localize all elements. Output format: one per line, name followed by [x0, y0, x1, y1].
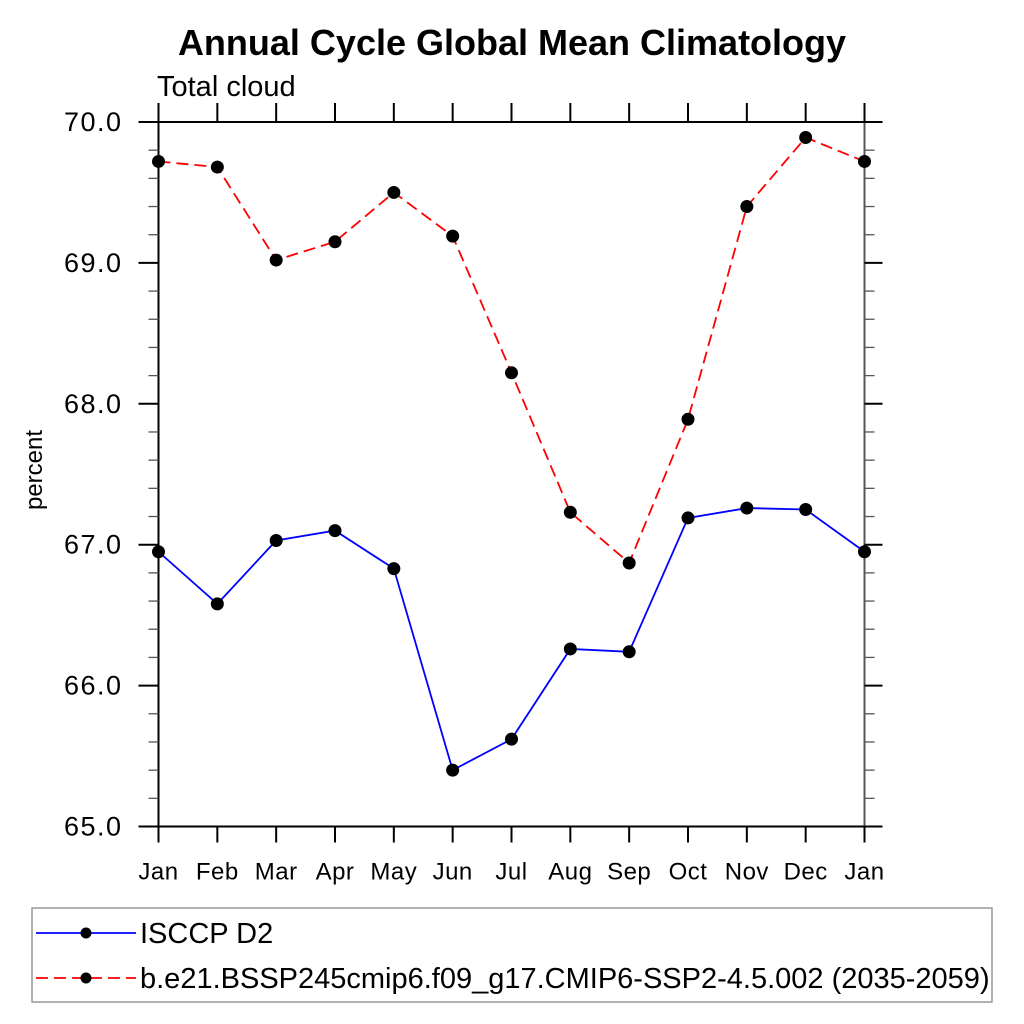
- data-point-marker: [387, 562, 401, 576]
- legend: ISCCP D2 b.e21.BSSP245cmip6.f09_g17.CMIP…: [31, 907, 993, 1003]
- series-line-0: [157, 507, 866, 772]
- x-tick-label: Jan: [844, 859, 884, 886]
- y-tick-label: 68.0: [64, 389, 123, 419]
- data-point-marker: [858, 154, 871, 168]
- data-point-marker: [563, 505, 577, 519]
- x-tick-label: Mar: [255, 859, 298, 886]
- data-point-marker: [152, 545, 165, 559]
- data-point-marker: [446, 229, 460, 243]
- axis-ticks: [138, 103, 883, 843]
- x-tick-label: Jun: [433, 859, 473, 886]
- x-tick-label: Aug: [548, 859, 592, 886]
- x-tick-label: Jan: [138, 859, 178, 886]
- data-series: [152, 130, 871, 777]
- legend-marker-dot: [80, 927, 92, 939]
- data-point-marker: [505, 732, 518, 746]
- y-tick-label: 67.0: [64, 530, 123, 560]
- y-tick-label: 69.0: [64, 248, 123, 278]
- y-tick-label: 65.0: [64, 812, 123, 842]
- legend-marker-dot: [80, 972, 92, 984]
- data-point-marker: [269, 253, 283, 267]
- data-point-marker: [328, 524, 342, 538]
- chart-subtitle: Total cloud: [157, 71, 296, 103]
- data-point-marker: [152, 154, 165, 168]
- data-point-marker: [622, 556, 636, 570]
- legend-box: [31, 907, 993, 1003]
- x-tick-label: Apr: [316, 859, 355, 886]
- plot-frame: [157, 121, 866, 828]
- x-tick-label: Oct: [669, 859, 708, 886]
- data-point-marker: [563, 642, 577, 656]
- data-point-marker: [210, 160, 224, 174]
- chart-title: Annual Cycle Global Mean Climatology: [178, 22, 846, 63]
- data-point-marker: [269, 533, 283, 547]
- data-point-marker: [799, 502, 813, 516]
- y-tick-label: 70.0: [64, 107, 123, 137]
- x-tick-label: Nov: [725, 859, 769, 886]
- y-axis-label: percent: [21, 430, 48, 510]
- data-point-marker: [799, 130, 813, 144]
- data-point-marker: [328, 235, 342, 249]
- x-tick-label: Feb: [196, 859, 239, 886]
- axis-tick-labels: 70.0 69.0 68.0 67.0 66.0 65.0 Jan Feb Mar Apr May J…: [64, 107, 884, 886]
- data-point-marker: [681, 511, 695, 525]
- data-point-marker: [387, 185, 401, 199]
- data-point-marker: [622, 645, 636, 659]
- x-tick-label: Sep: [607, 859, 651, 886]
- x-tick-label: Jul: [495, 859, 527, 886]
- series-line-1: [158, 136, 865, 565]
- data-point-marker: [858, 545, 871, 559]
- x-tick-label: May: [370, 859, 417, 886]
- legend-label: b.e21.BSSP245cmip6.f09_g17.CMIP6-SSP2-4.…: [140, 963, 990, 995]
- legend-item-model: b.e21.BSSP245cmip6.f09_g17.CMIP6-SSP2-4.…: [36, 963, 990, 995]
- y-tick-label: 66.0: [64, 671, 123, 701]
- x-tick-label: Dec: [784, 859, 828, 886]
- legend-item-isccp: ISCCP D2: [36, 918, 273, 950]
- data-point-marker: [446, 763, 460, 777]
- data-point-marker: [740, 200, 754, 214]
- data-point-marker: [681, 412, 695, 426]
- data-point-marker: [505, 366, 518, 380]
- legend-label: ISCCP D2: [140, 918, 273, 950]
- data-point-marker: [740, 501, 754, 515]
- data-point-marker: [210, 597, 224, 611]
